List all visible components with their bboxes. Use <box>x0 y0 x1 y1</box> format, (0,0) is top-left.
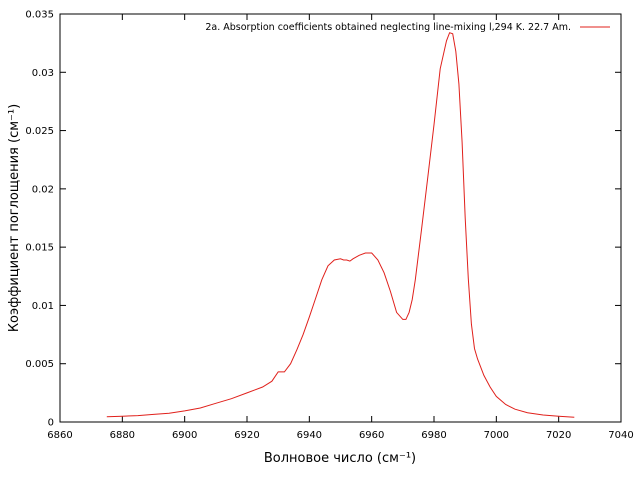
y-tick-label: 0.03 <box>32 68 54 79</box>
x-axis-label: Волновое число (см⁻¹) <box>264 451 416 466</box>
y-tick-label: 0.02 <box>32 184 54 195</box>
x-axis-ticks: 6860 6880 6900 6920 6940 6960 6980 7000 7020 7040 <box>47 14 634 441</box>
x-tick-label: 6920 <box>234 430 259 441</box>
x-tick-label: 7000 <box>484 430 509 441</box>
x-tick-label: 6860 <box>47 430 72 441</box>
x-tick-label: 6940 <box>297 430 322 441</box>
legend-label: 2a. Absorption coefficients obtained neg… <box>205 22 571 33</box>
y-tick-label: 0.005 <box>25 359 54 370</box>
y-axis-label: Коэффициент поглощения (см⁻¹) <box>7 104 22 332</box>
x-tick-label: 6980 <box>421 430 446 441</box>
x-tick-label: 7040 <box>608 430 633 441</box>
x-tick-label: 6880 <box>110 430 135 441</box>
y-axis-ticks: 0 0.005 0.01 0.015 0.02 0.025 0.03 0.035 <box>25 10 621 429</box>
y-tick-label: 0.01 <box>32 301 54 312</box>
plot-frame <box>59 13 622 423</box>
legend: 2a. Absorption coefficients obtained neg… <box>205 22 610 33</box>
x-tick-label: 6900 <box>172 430 197 441</box>
y-tick-label: 0 <box>48 418 54 429</box>
y-tick-label: 0.025 <box>25 126 54 137</box>
x-tick-label: 6960 <box>359 430 384 441</box>
y-tick-label: 0.035 <box>25 10 54 21</box>
x-tick-label: 7020 <box>546 430 571 441</box>
y-tick-label: 0.015 <box>25 243 54 254</box>
series-line <box>106 32 575 418</box>
